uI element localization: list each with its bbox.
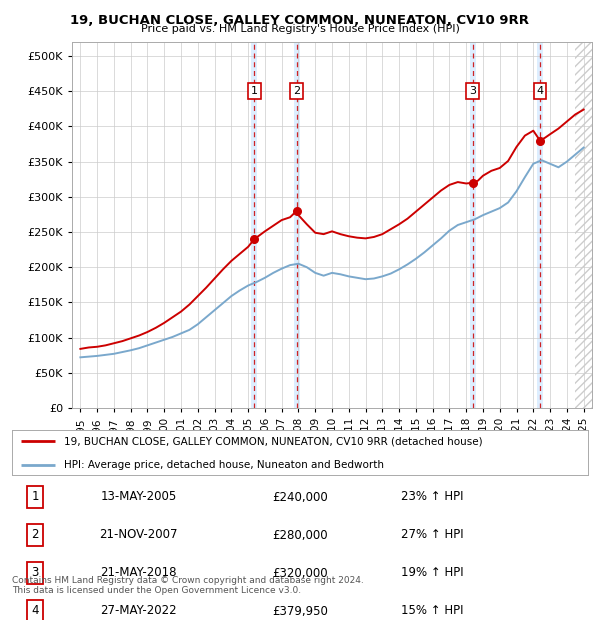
Text: 3: 3 [31,567,39,580]
Text: 15% ↑ HPI: 15% ↑ HPI [401,604,464,618]
Text: 4: 4 [536,86,544,96]
Text: 19, BUCHAN CLOSE, GALLEY COMMON, NUNEATON, CV10 9RR: 19, BUCHAN CLOSE, GALLEY COMMON, NUNEATO… [71,14,530,27]
Text: 4: 4 [31,604,39,618]
Bar [251,42,257,408]
Text: 21-NOV-2007: 21-NOV-2007 [100,528,178,541]
Text: HPI: Average price, detached house, Nuneaton and Bedworth: HPI: Average price, detached house, Nune… [64,460,384,470]
Bar [470,42,476,408]
Text: 3: 3 [469,86,476,96]
Text: 19, BUCHAN CLOSE, GALLEY COMMON, NUNEATON, CV10 9RR (detached house): 19, BUCHAN CLOSE, GALLEY COMMON, NUNEATO… [64,436,482,446]
Text: 21-MAY-2018: 21-MAY-2018 [100,567,177,580]
Text: 2: 2 [293,86,300,96]
Text: £240,000: £240,000 [272,490,328,503]
Text: 1: 1 [251,86,258,96]
Text: £320,000: £320,000 [272,567,328,580]
Text: 1: 1 [31,490,39,503]
Text: Contains HM Land Registry data © Crown copyright and database right 2024.
This d: Contains HM Land Registry data © Crown c… [12,575,364,595]
Text: 13-MAY-2005: 13-MAY-2005 [101,490,177,503]
Text: 2: 2 [31,528,39,541]
Text: 27% ↑ HPI: 27% ↑ HPI [401,528,464,541]
Bar [537,42,543,408]
Bar [293,42,299,408]
Text: £280,000: £280,000 [272,528,328,541]
Text: 27-MAY-2022: 27-MAY-2022 [100,604,177,618]
Text: Price paid vs. HM Land Registry's House Price Index (HPI): Price paid vs. HM Land Registry's House … [140,24,460,34]
Text: £379,950: £379,950 [272,604,328,618]
Text: 23% ↑ HPI: 23% ↑ HPI [401,490,464,503]
Text: 19% ↑ HPI: 19% ↑ HPI [401,567,464,580]
